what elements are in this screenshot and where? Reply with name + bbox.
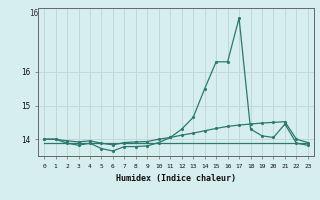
X-axis label: Humidex (Indice chaleur): Humidex (Indice chaleur) bbox=[116, 174, 236, 183]
Text: 16: 16 bbox=[29, 9, 38, 18]
